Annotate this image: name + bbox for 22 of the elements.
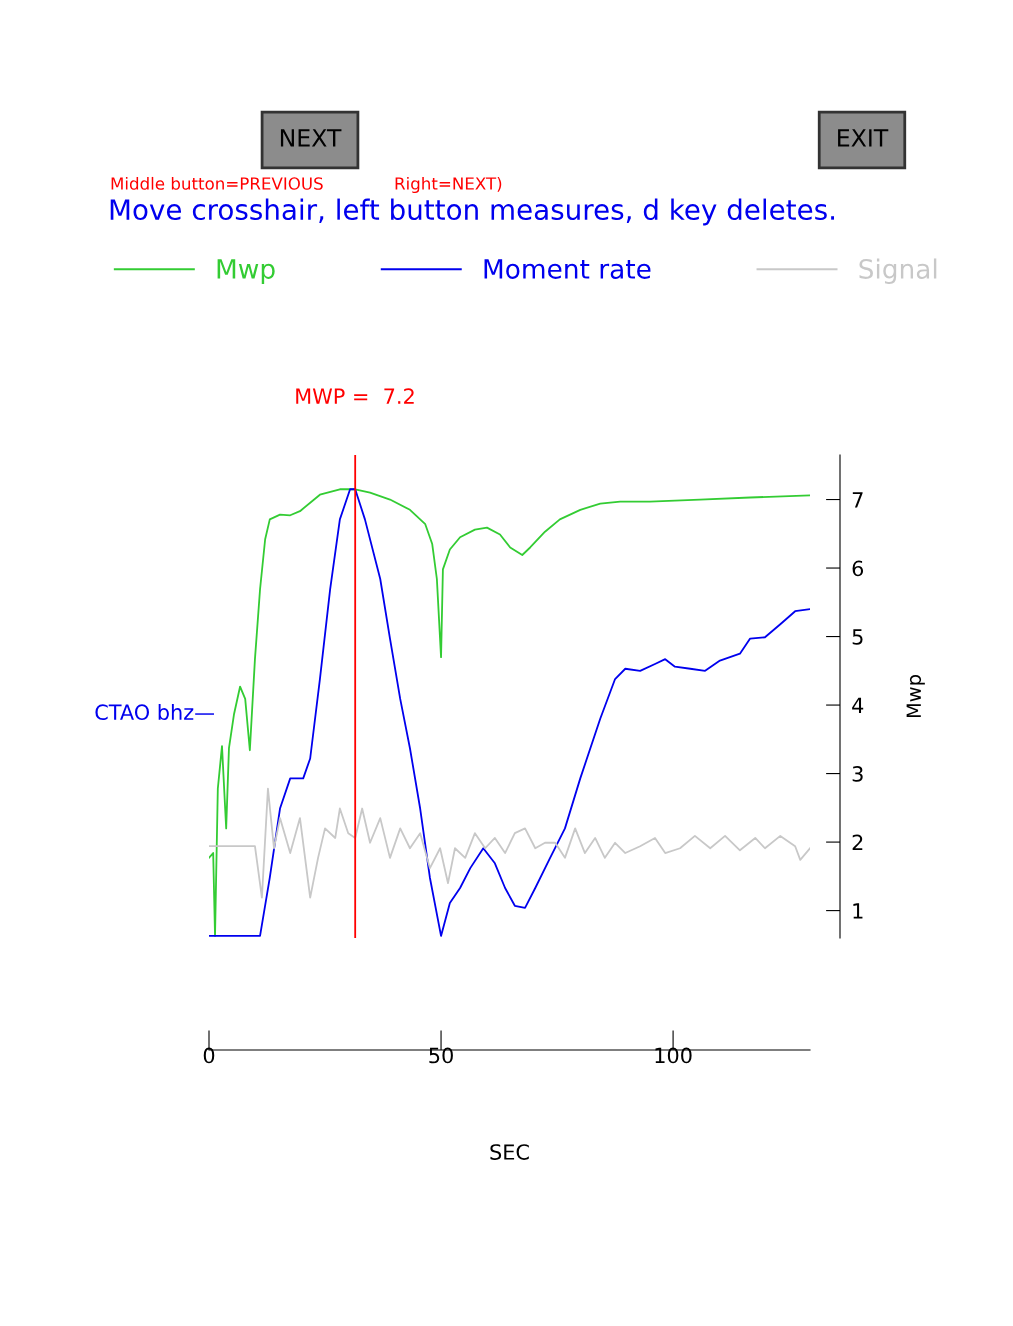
y-axis-title: Mwp bbox=[906, 675, 925, 718]
text: NEXT bbox=[280, 129, 342, 147]
text: Right=NEXT) bbox=[395, 176, 502, 194]
y-tick-label: 1 bbox=[853, 903, 863, 919]
text: MWP = 7.2 bbox=[296, 388, 414, 404]
y-tick-label: 3 bbox=[852, 766, 863, 782]
x-axis-title: SEC bbox=[490, 1144, 529, 1160]
y-tick-label: 4 bbox=[852, 697, 864, 713]
x-tick-label: 50 bbox=[429, 1047, 453, 1064]
line-series bbox=[209, 787, 810, 899]
x-tick-label: 0 bbox=[203, 1047, 215, 1064]
y-tick-label: 6 bbox=[852, 560, 864, 577]
text: EXIT bbox=[838, 129, 889, 147]
text: Move crosshair, left button measures, d key deletes. bbox=[110, 198, 834, 226]
y-tick-label: 2 bbox=[852, 834, 863, 850]
text: Middle button=PREVIOUS bbox=[111, 176, 323, 190]
x-tick-label: 100 bbox=[655, 1047, 692, 1064]
legend-label: Moment rate bbox=[484, 259, 651, 279]
y-tick-label: 7 bbox=[852, 492, 863, 508]
annotation: CTAO bhz— bbox=[95, 703, 214, 721]
legend-label: Mwp bbox=[217, 259, 275, 284]
y-tick-label: 5 bbox=[852, 629, 863, 645]
